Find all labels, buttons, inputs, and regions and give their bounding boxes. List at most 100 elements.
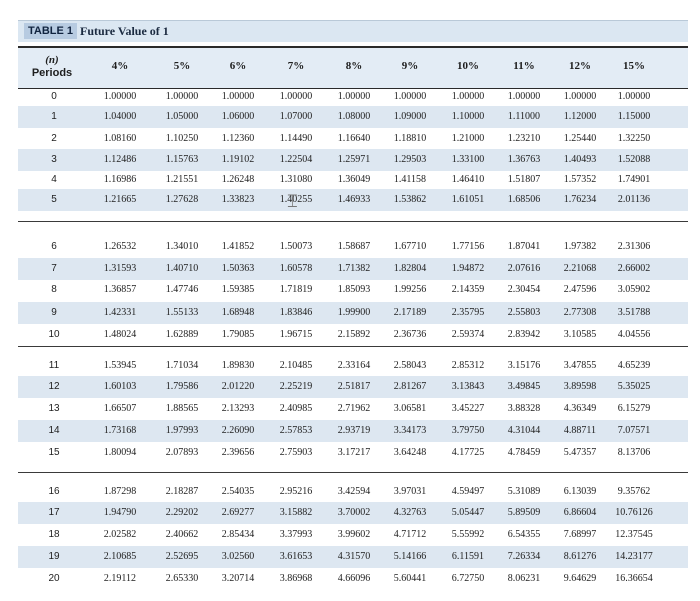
table-row: 18 2.02582 2.40662 2.85434 3.37993 3.99602 4.7… — [18, 524, 688, 546]
value-cell: 1.19102 — [221, 154, 255, 165]
value-cell: 2.52695 — [165, 551, 199, 562]
value-cell: 1.68506 — [507, 194, 541, 205]
value-cell: 6.15279 — [617, 403, 651, 414]
value-cell: 1.99256 — [393, 284, 427, 295]
table-header-bar: TABLE 1 Future Value of 1 — [18, 20, 688, 42]
value-cell: 2.07616 — [507, 263, 541, 274]
value-cell: 2.01220 — [221, 381, 255, 392]
table-row: 6 1.26532 1.34010 1.41852 1.50073 1.58687 1.67… — [18, 236, 688, 258]
table-row: 0 1.00000 1.00000 1.00000 1.00000 1.00000 1.00… — [18, 86, 688, 108]
value-cell: 1.12000 — [563, 111, 597, 122]
table-row: 7 1.31593 1.40710 1.50363 1.60578 1.71382 1.82… — [18, 258, 688, 280]
rate-header: 6% — [229, 60, 247, 72]
value-cell: 1.73168 — [103, 425, 137, 436]
period-cell: 4 — [51, 174, 57, 185]
value-cell: 1.46410 — [451, 174, 485, 185]
value-cell: 1.77156 — [451, 241, 485, 252]
value-cell: 1.33823 — [221, 194, 255, 205]
value-cell: 1.21665 — [103, 194, 137, 205]
rate-header: 11% — [513, 60, 535, 72]
value-cell: 12.37545 — [615, 529, 653, 540]
value-cell: 5.31089 — [507, 486, 541, 497]
value-cell: 1.00000 — [165, 91, 199, 102]
value-cell: 3.42594 — [337, 486, 371, 497]
rate-header: 15% — [623, 60, 645, 72]
value-cell: 1.25440 — [563, 133, 597, 144]
value-cell: 1.55133 — [165, 307, 199, 318]
value-cell: 1.00000 — [337, 91, 371, 102]
period-cell: 3 — [51, 154, 57, 165]
value-cell: 2.58043 — [393, 360, 427, 371]
value-cell: 2.51817 — [337, 381, 371, 392]
rate-header: 7% — [287, 60, 305, 72]
value-cell: 1.32250 — [617, 133, 651, 144]
value-cell: 2.30454 — [507, 284, 541, 295]
table-row: 15 1.80094 2.07893 2.39656 2.75903 3.17217 3.6… — [18, 442, 688, 464]
value-cell: 1.22504 — [279, 154, 313, 165]
period-cell: 6 — [51, 241, 57, 252]
value-cell: 1.60103 — [103, 381, 137, 392]
value-cell: 1.29503 — [393, 154, 427, 165]
value-cell: 5.35025 — [617, 381, 651, 392]
value-cell: 1.00000 — [617, 91, 651, 102]
value-cell: 16.36654 — [615, 573, 653, 584]
value-cell: 4.31570 — [337, 551, 371, 562]
value-cell: 5.14166 — [393, 551, 427, 562]
group-divider — [18, 346, 688, 347]
value-cell: 1.07000 — [279, 111, 313, 122]
value-cell: 1.76234 — [563, 194, 597, 205]
value-cell: 2.01136 — [617, 194, 651, 205]
value-cell: 1.67710 — [393, 241, 427, 252]
value-cell: 1.89830 — [221, 360, 255, 371]
value-cell: 1.10250 — [165, 133, 199, 144]
value-cell: 1.16986 — [103, 174, 137, 185]
value-cell: 1.12486 — [103, 154, 137, 165]
period-cell: 15 — [48, 447, 60, 458]
value-cell: 3.97031 — [393, 486, 427, 497]
period-cell: 2 — [51, 133, 57, 144]
value-cell: 1.47746 — [165, 284, 199, 295]
value-cell: 8.13706 — [617, 447, 651, 458]
table-row: 14 1.73168 1.97993 2.26090 2.57853 2.93719 3.3… — [18, 420, 688, 442]
value-cell: 2.36736 — [393, 329, 427, 340]
value-cell: 1.50073 — [279, 241, 313, 252]
value-cell: 1.05000 — [165, 111, 199, 122]
value-cell: 3.10585 — [563, 329, 597, 340]
value-cell: 3.37993 — [279, 529, 313, 540]
value-cell: 2.07893 — [165, 447, 199, 458]
value-cell: 1.36049 — [337, 174, 371, 185]
value-cell: 4.32763 — [393, 507, 427, 518]
value-cell: 1.04000 — [103, 111, 137, 122]
value-cell: 1.94790 — [103, 507, 137, 518]
table-row: 10 1.48024 1.62889 1.79085 1.96715 2.15892 2.3… — [18, 324, 688, 346]
value-cell: 1.31593 — [103, 263, 137, 274]
value-cell: 2.13293 — [221, 403, 255, 414]
value-cell: 4.59497 — [451, 486, 485, 497]
value-cell: 4.78459 — [507, 447, 541, 458]
period-cell: 5 — [51, 194, 57, 205]
value-cell: 1.60578 — [279, 263, 313, 274]
value-cell: 1.40710 — [165, 263, 199, 274]
period-cell: 7 — [51, 263, 57, 274]
value-cell: 8.06231 — [507, 573, 541, 584]
value-cell: 2.83942 — [507, 329, 541, 340]
value-cell: 2.15892 — [337, 329, 371, 340]
table-row: 13 1.66507 1.88565 2.13293 2.40985 2.71962 3.0… — [18, 398, 688, 420]
rate-header: 4% — [111, 60, 129, 72]
value-cell: 2.65330 — [165, 573, 199, 584]
value-cell: 1.25971 — [337, 154, 371, 165]
value-cell: 6.86604 — [563, 507, 597, 518]
value-cell: 3.15176 — [507, 360, 541, 371]
value-cell: 5.47357 — [563, 447, 597, 458]
value-cell: 1.21551 — [165, 174, 199, 185]
rate-header: 5% — [173, 60, 191, 72]
value-cell: 7.07571 — [617, 425, 651, 436]
value-cell: 3.20714 — [221, 573, 255, 584]
value-cell: 2.66002 — [617, 263, 651, 274]
value-cell: 5.55992 — [451, 529, 485, 540]
table-row: 19 2.10685 2.52695 3.02560 3.61653 4.31570 5.1… — [18, 546, 688, 568]
value-cell: 4.66096 — [337, 573, 371, 584]
period-cell: 12 — [48, 381, 60, 392]
value-cell: 1.68948 — [221, 307, 255, 318]
value-cell: 1.08160 — [103, 133, 137, 144]
